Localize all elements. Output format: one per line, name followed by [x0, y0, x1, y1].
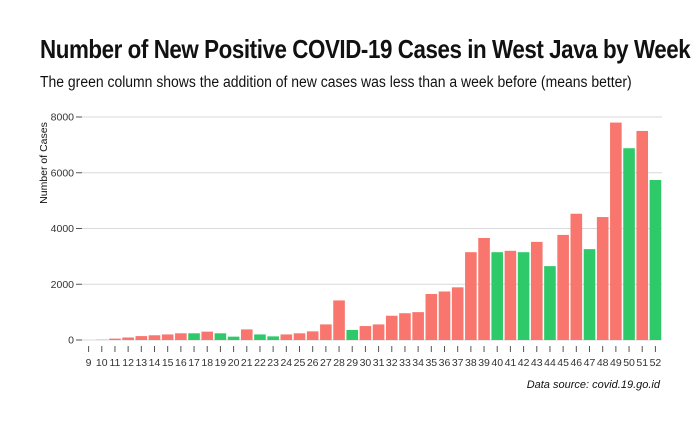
x-tick-label: 43	[531, 357, 543, 369]
bar-week-51	[636, 130, 649, 340]
x-tick-label: 29	[346, 357, 358, 369]
x-tick-label: 45	[557, 357, 569, 369]
bar-week-34	[412, 312, 424, 341]
bars	[95, 122, 662, 341]
x-tick-label: 41	[505, 357, 517, 369]
bar-week-38	[465, 252, 477, 340]
bar-week-49	[610, 122, 622, 340]
x-tick-label: 51	[636, 357, 648, 369]
bar-week-44	[544, 266, 556, 340]
x-tick-label: 33	[399, 357, 411, 369]
bar-week-40	[491, 252, 504, 340]
x-tick-label: 28	[333, 357, 345, 369]
x-tick-label: 50	[623, 357, 635, 369]
x-tick-label: 38	[465, 357, 477, 369]
x-tick-label: 35	[425, 357, 437, 369]
bar-week-32	[385, 315, 398, 340]
x-tick-label: 18	[201, 357, 213, 369]
bar-week-35	[425, 294, 438, 340]
x-tick-label: 44	[544, 357, 556, 369]
chart-title: Number of New Positive COVID-19 Cases in…	[40, 34, 691, 64]
bar-week-27	[320, 324, 332, 340]
x-tick-label: 27	[320, 357, 332, 369]
x-tick-label: 17	[188, 357, 200, 369]
x-tick-label: 39	[478, 357, 490, 369]
bar-week-20	[227, 336, 240, 340]
bar-week-36	[438, 291, 451, 340]
bar-week-15	[161, 334, 174, 340]
y-tick-label: 2000	[51, 279, 75, 291]
bar-week-33	[399, 313, 411, 340]
bar-week-21	[240, 329, 253, 340]
x-tick-label: 36	[439, 357, 451, 369]
bar-week-22	[254, 334, 266, 340]
bar-week-45	[557, 234, 569, 340]
x-tick-label: 19	[215, 357, 227, 369]
y-tick-label: 6000	[51, 167, 75, 179]
bar-week-16	[175, 333, 187, 340]
y-axis-label: Number of Cases	[38, 122, 50, 204]
x-tick-label: 14	[149, 357, 161, 369]
x-tick-label: 47	[584, 357, 596, 369]
x-tick-label: 11	[110, 357, 121, 369]
x-tick-label: 49	[610, 357, 622, 369]
bar-week-48	[596, 217, 609, 340]
x-tick-label: 37	[452, 357, 464, 369]
y-tick-label: 0	[68, 335, 74, 347]
x-tick-label: 22	[254, 357, 266, 369]
x-tick-label: 15	[162, 357, 174, 369]
x-tick-label: 23	[267, 357, 279, 369]
bar-week-42	[517, 252, 530, 340]
x-tick-label: 9	[86, 357, 92, 369]
y-axis-ticks: 0 2000 4000 6000 8000	[51, 112, 82, 347]
x-tick-label: 25	[294, 357, 306, 369]
bar-week-28	[333, 300, 345, 340]
bar-week-11	[109, 338, 121, 340]
x-tick-label: 42	[518, 357, 530, 369]
bar-week-19	[214, 333, 227, 340]
bar-week-29	[346, 329, 359, 340]
bar-week-24	[280, 334, 293, 340]
data-source-note: Data source: covid.19.go.id	[526, 379, 660, 391]
bar-week-39	[478, 237, 490, 340]
bar-week-52	[649, 180, 662, 340]
bar-week-37	[451, 287, 464, 340]
y-tick-label: 4000	[51, 223, 75, 235]
x-tick-label: 46	[570, 357, 582, 369]
bar-week-47	[583, 249, 596, 340]
x-tick-label: 10	[96, 357, 108, 369]
x-tick-label: 21	[241, 357, 253, 369]
x-tick-label: 48	[597, 357, 609, 369]
bar-week-18	[201, 331, 214, 340]
chart-subtitle: The green column shows the addition of n…	[40, 74, 632, 91]
x-tick-label: 26	[307, 357, 319, 369]
bar-week-25	[293, 333, 306, 340]
x-tick-label: 30	[360, 357, 372, 369]
x-tick-label: 31	[373, 357, 385, 369]
x-tick-label: 40	[491, 357, 503, 369]
x-tick-label: 34	[412, 357, 424, 369]
bar-week-12	[122, 337, 134, 340]
bar-week-43	[530, 241, 543, 340]
bar-week-46	[570, 213, 583, 340]
x-tick-label: 13	[135, 357, 147, 369]
x-tick-label: 32	[386, 357, 398, 369]
x-tick-label: 20	[228, 357, 240, 369]
x-tick-label: 24	[280, 357, 292, 369]
x-axis-ticks: 9 10 11 12 13 14 15 16 17 18 19 20 21 22 23 24 25 26 27 28 2…	[86, 346, 662, 369]
bar-week-41	[504, 250, 517, 340]
x-tick-label: 16	[175, 357, 187, 369]
bar-week-14	[148, 335, 161, 340]
y-tick-label: 8000	[51, 112, 75, 124]
bar-week-13	[135, 336, 148, 340]
bar-week-17	[188, 333, 200, 340]
x-tick-label: 12	[122, 357, 134, 369]
bar-week-50	[623, 148, 635, 340]
x-tick-label: 52	[650, 357, 662, 369]
bar-week-26	[306, 331, 319, 340]
bar-week-31	[372, 324, 385, 340]
bar-week-23	[267, 336, 279, 340]
bar-week-30	[359, 326, 372, 340]
